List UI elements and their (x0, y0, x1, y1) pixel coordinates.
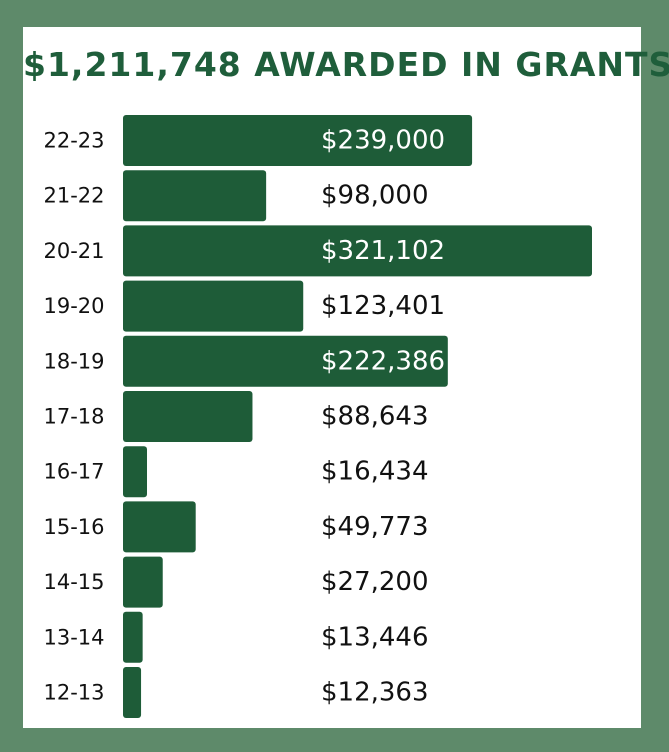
value-label: $123,401 (321, 291, 445, 321)
bar (123, 170, 267, 222)
bar-row: 17-18 $88,643 (43, 391, 429, 442)
category-label: 15-16 (43, 515, 104, 539)
value-label: $222,386 (321, 346, 445, 376)
value-label: $12,363 (321, 678, 429, 708)
category-label: 12-13 (43, 681, 104, 705)
bar (123, 391, 253, 442)
category-label: 16-17 (43, 460, 104, 484)
chart-card: $1,211,748 AWARDED IN GRANTS 22-23 $239,0… (23, 27, 669, 728)
value-label: $16,434 (321, 457, 429, 487)
bar (123, 115, 473, 166)
category-label: 20-21 (43, 239, 104, 263)
bar-row: 12-13 $12,363 (43, 667, 429, 718)
value-label: $321,102 (321, 236, 445, 266)
value-label: $27,200 (321, 567, 429, 597)
category-label: 21-22 (43, 184, 104, 208)
value-label: $239,000 (321, 126, 445, 156)
bar (123, 225, 592, 277)
bar-row: 18-19 $222,386 (43, 335, 448, 387)
bar (123, 611, 143, 663)
category-label: 18-19 (43, 349, 104, 373)
chart-title: $1,211,748 AWARDED IN GRANTS (23, 45, 669, 84)
bar-row: 13-14 $13,446 (43, 611, 429, 663)
value-label: $49,773 (321, 512, 429, 542)
bar-row: 22-23 $239,000 (43, 115, 473, 166)
bar (123, 667, 142, 718)
bar-row: 15-16 $49,773 (43, 501, 429, 553)
category-label: 17-18 (43, 405, 104, 429)
bar (123, 556, 163, 608)
category-label: 14-15 (43, 570, 104, 594)
bar-row: 14-15 $27,200 (43, 556, 429, 608)
bar-row: 20-21 $321,102 (43, 225, 592, 277)
category-label: 22-23 (43, 129, 104, 153)
category-label: 19-20 (43, 294, 104, 318)
bar-row: 21-22 $98,000 (43, 170, 429, 222)
bar (123, 280, 304, 332)
bar-row: 19-20 $123,401 (43, 280, 445, 332)
bar (123, 501, 196, 553)
bar (123, 446, 148, 498)
value-label: $13,446 (321, 622, 429, 652)
bar-row: 16-17 $16,434 (43, 446, 429, 498)
value-label: $98,000 (321, 181, 429, 211)
value-label: $88,643 (321, 402, 429, 432)
bar-chart: 22-23 $239,000 21-22 $98,000 20-21 $321,102 19… (43, 115, 592, 718)
bar (123, 335, 448, 387)
category-label: 13-14 (43, 625, 104, 649)
